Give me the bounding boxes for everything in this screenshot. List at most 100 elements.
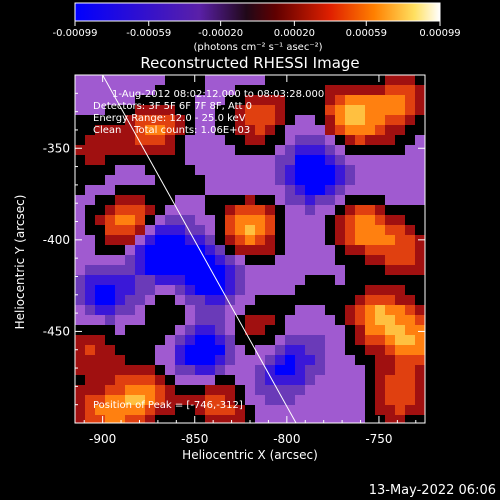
heatmap-cell: [375, 405, 385, 415]
heatmap-cell: [305, 325, 315, 335]
heatmap-cell: [95, 105, 105, 115]
heatmap-cell: [195, 285, 205, 295]
heatmap-cell: [225, 325, 235, 335]
heatmap-cell: [335, 195, 345, 205]
heatmap-cell: [235, 225, 245, 235]
heatmap-cell: [355, 195, 365, 205]
heatmap-cell: [285, 265, 295, 275]
heatmap-cell: [295, 205, 305, 215]
heatmap-cell: [85, 325, 95, 335]
heatmap-cell: [315, 215, 325, 225]
heatmap-cell: [185, 265, 195, 275]
heatmap-cell: [185, 315, 195, 325]
heatmap-cell: [195, 365, 205, 375]
heatmap-cell: [85, 405, 95, 415]
heatmap-cell: [415, 205, 425, 215]
heatmap-cell: [185, 345, 195, 355]
heatmap-cell: [75, 305, 85, 315]
heatmap-cell: [135, 265, 145, 275]
heatmap-cell: [265, 145, 275, 155]
heatmap-cell: [375, 295, 385, 305]
heatmap-cell: [185, 255, 195, 265]
heatmap-cell: [325, 205, 335, 215]
heatmap-cell: [155, 325, 165, 335]
heatmap-cell: [75, 375, 85, 385]
heatmap-cell: [175, 355, 185, 365]
heatmap-cell: [375, 145, 385, 155]
heatmap-cell: [205, 395, 215, 405]
heatmap-cell: [355, 225, 365, 235]
heatmap-cell: [355, 145, 365, 155]
heatmap-cell: [75, 265, 85, 275]
heatmap-cell: [155, 305, 165, 315]
heatmap-cell: [115, 225, 125, 235]
heatmap-cell: [335, 165, 345, 175]
heatmap-cell: [255, 275, 265, 285]
heatmap-cell: [145, 265, 155, 275]
heatmap-cell: [345, 245, 355, 255]
heatmap-cell: [115, 105, 125, 115]
heatmap-cell: [165, 185, 175, 195]
heatmap-cell: [145, 165, 155, 175]
heatmap-cell: [245, 225, 255, 235]
heatmap-cell: [325, 285, 335, 295]
heatmap-cell: [85, 255, 95, 265]
heatmap-cell: [275, 125, 285, 135]
heatmap-cell: [385, 95, 395, 105]
heatmap-cell: [305, 135, 315, 145]
heatmap-cell: [195, 315, 205, 325]
heatmap-cell: [355, 135, 365, 145]
heatmap-cell: [285, 315, 295, 325]
heatmap-cell: [225, 125, 235, 135]
heatmap-cell: [335, 355, 345, 365]
heatmap-cell: [345, 195, 355, 205]
footer-timestamp: 13-May-2022 06:06: [369, 483, 496, 498]
heatmap-cell: [365, 305, 375, 315]
heatmap-cell: [275, 255, 285, 265]
heatmap-cell: [355, 125, 365, 135]
heatmap-cell: [135, 405, 145, 415]
heatmap-cell: [205, 215, 215, 225]
heatmap-cell: [385, 325, 395, 335]
heatmap-cell: [175, 145, 185, 155]
heatmap-cell: [85, 365, 95, 375]
heatmap-cell: [135, 225, 145, 235]
heatmap-cell: [245, 325, 255, 335]
heatmap-cell: [235, 345, 245, 355]
heatmap-cell: [255, 165, 265, 175]
heatmap-cell: [395, 75, 405, 85]
heatmap-cell: [345, 175, 355, 185]
heatmap-cell: [235, 125, 245, 135]
heatmap-cell: [105, 375, 115, 385]
heatmap-cell: [195, 155, 205, 165]
heatmap-cell: [365, 225, 375, 235]
heatmap-cell: [365, 175, 375, 185]
heatmap-cell: [275, 75, 285, 85]
heatmap-cell: [205, 305, 215, 315]
heatmap-cell: [135, 245, 145, 255]
heatmap-cell: [395, 85, 405, 95]
heatmap-cell: [415, 395, 425, 405]
heatmap-cell: [355, 295, 365, 305]
heatmap-cell: [365, 215, 375, 225]
heatmap-cell: [225, 285, 235, 295]
heatmap-cell: [355, 315, 365, 325]
heatmap-cell: [415, 75, 425, 85]
heatmap-cell: [375, 85, 385, 95]
heatmap-cell: [365, 165, 375, 175]
heatmap-cell: [135, 295, 145, 305]
heatmap-cell: [395, 295, 405, 305]
heatmap-cell: [285, 255, 295, 265]
heatmap-cell: [285, 225, 295, 235]
heatmap-cell: [245, 405, 255, 415]
heatmap-cell: [315, 315, 325, 325]
heatmap-cell: [345, 205, 355, 215]
heatmap-cell: [195, 215, 205, 225]
heatmap-cell: [405, 285, 415, 295]
heatmap-cell: [285, 275, 295, 285]
heatmap-cell: [175, 405, 185, 415]
heatmap-cell: [265, 135, 275, 145]
heatmap-cell: [95, 305, 105, 315]
colorbar-tick-label: 0.00020: [274, 28, 315, 39]
heatmap-cell: [285, 95, 295, 105]
